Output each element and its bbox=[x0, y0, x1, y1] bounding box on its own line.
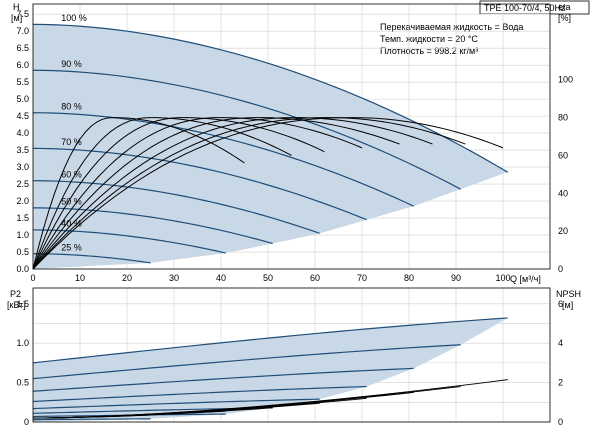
head-tick-label: 3.0 bbox=[16, 162, 29, 172]
power-axis-label: P2 bbox=[10, 289, 21, 299]
title-text: TPE 100-70/4, 50Hz bbox=[484, 3, 566, 13]
speed-label-60: 60 % bbox=[61, 169, 82, 179]
head-tick-label: 3.5 bbox=[16, 145, 29, 155]
speed-label-70: 70 % bbox=[61, 137, 82, 147]
x-tick-label: 100 bbox=[495, 273, 510, 283]
x-tick-label: 60 bbox=[310, 273, 320, 283]
power-tick-label: 0 bbox=[24, 417, 29, 427]
npsh-curve-8 bbox=[32, 414, 151, 419]
speed-label-25: 25 % bbox=[61, 242, 82, 252]
power-axis-unit: [кВт] bbox=[7, 300, 26, 310]
power-curve-100 bbox=[32, 317, 508, 364]
x-tick-label: 30 bbox=[169, 273, 179, 283]
power-tick-label: 0.5 bbox=[16, 378, 29, 388]
bottom-plot-frame bbox=[32, 287, 551, 423]
head-tick-label: 5.0 bbox=[16, 94, 29, 104]
head-curve-90 bbox=[32, 69, 461, 190]
head-curve-50 bbox=[32, 207, 273, 245]
power-tick-label: 1.5 bbox=[16, 299, 29, 309]
npsh-tick-label: 0 bbox=[558, 417, 563, 427]
eta-axis-label: eta bbox=[558, 2, 571, 12]
x-tick-label: 40 bbox=[216, 273, 226, 283]
flow-axis-label: Q [м³/ч] bbox=[510, 274, 541, 284]
speed-label-40: 40 % bbox=[61, 219, 82, 229]
head-tick-label: 2.5 bbox=[16, 179, 29, 189]
x-tick-label: 0 bbox=[30, 273, 35, 283]
npsh-axis-label: NPSH bbox=[556, 289, 581, 299]
head-curve-100 bbox=[32, 23, 509, 173]
eta-tick-label: 0 bbox=[558, 264, 563, 274]
eta-tick-label: 60 bbox=[558, 150, 568, 160]
power-curve-80 bbox=[32, 367, 414, 392]
info-line-temp: Темп. жидкости = 20 °C bbox=[380, 34, 478, 44]
x-tick-label: 80 bbox=[404, 273, 414, 283]
x-tick-label: 50 bbox=[263, 273, 273, 283]
head-operating-area bbox=[33, 24, 508, 270]
eta-curve-5 bbox=[32, 117, 400, 270]
npsh-tick-label: 6 bbox=[558, 299, 563, 309]
top-plot-frame bbox=[32, 3, 551, 270]
head-tick-label: 7.5 bbox=[16, 9, 29, 19]
x-tick-label: 20 bbox=[122, 273, 132, 283]
head-curve-25 bbox=[32, 253, 151, 264]
x-tick-label: 70 bbox=[357, 273, 367, 283]
power-curve-90 bbox=[32, 344, 461, 380]
head-curve-70 bbox=[32, 147, 367, 221]
npsh-axis-unit: [м] bbox=[562, 300, 573, 310]
head-tick-label: 6.0 bbox=[16, 60, 29, 70]
head-tick-label: 5.5 bbox=[16, 77, 29, 87]
eta-curve-7 bbox=[32, 117, 466, 270]
eta-curve-1 bbox=[32, 117, 245, 270]
head-tick-label: 2.0 bbox=[16, 196, 29, 206]
eta-tick-label: 20 bbox=[558, 226, 568, 236]
head-tick-label: 7.0 bbox=[16, 26, 29, 36]
head-tick-label: 4.5 bbox=[16, 111, 29, 121]
eta-curve-3 bbox=[32, 117, 325, 270]
head-tick-label: 0.0 bbox=[16, 264, 29, 274]
speed-label-90: 90 % bbox=[61, 59, 82, 69]
eta-curve-6 bbox=[32, 117, 433, 270]
power-curve-25 bbox=[32, 418, 151, 421]
speed-label-80: 80 % bbox=[61, 101, 82, 111]
power-curve-70 bbox=[32, 385, 367, 403]
power-curve-60 bbox=[32, 398, 320, 410]
head-axis-label: H bbox=[13, 2, 20, 12]
head-tick-label: 6.5 bbox=[16, 43, 29, 53]
npsh-tick-label: 4 bbox=[558, 338, 563, 348]
x-tick-label: 10 bbox=[75, 273, 85, 283]
eta-tick-label: 40 bbox=[558, 188, 568, 198]
head-tick-label: 1.0 bbox=[16, 230, 29, 240]
head-axis-unit: [м] bbox=[11, 13, 22, 23]
head-tick-label: 0.5 bbox=[16, 247, 29, 257]
speed-label-50: 50 % bbox=[61, 196, 82, 206]
eta-curve-2 bbox=[32, 117, 292, 270]
eta-tick-label: 100 bbox=[558, 75, 573, 85]
speed-label-100: 100 % bbox=[61, 13, 87, 23]
eta-axis-unit: [%] bbox=[558, 13, 571, 23]
info-line-liquid: Перекачиваемая жидкость = Вода bbox=[380, 22, 523, 32]
npsh-tick-label: 2 bbox=[558, 378, 563, 388]
eta-curve-8 bbox=[32, 117, 504, 270]
eta-curve-4 bbox=[32, 117, 363, 270]
x-tick-label: 90 bbox=[451, 273, 461, 283]
info-line-density: Плотность = 998.2 кг/м³ bbox=[380, 46, 478, 56]
power-tick-label: 1.0 bbox=[16, 338, 29, 348]
head-tick-label: 4.0 bbox=[16, 128, 29, 138]
eta-tick-label: 80 bbox=[558, 113, 568, 123]
head-tick-label: 1.5 bbox=[16, 213, 29, 223]
